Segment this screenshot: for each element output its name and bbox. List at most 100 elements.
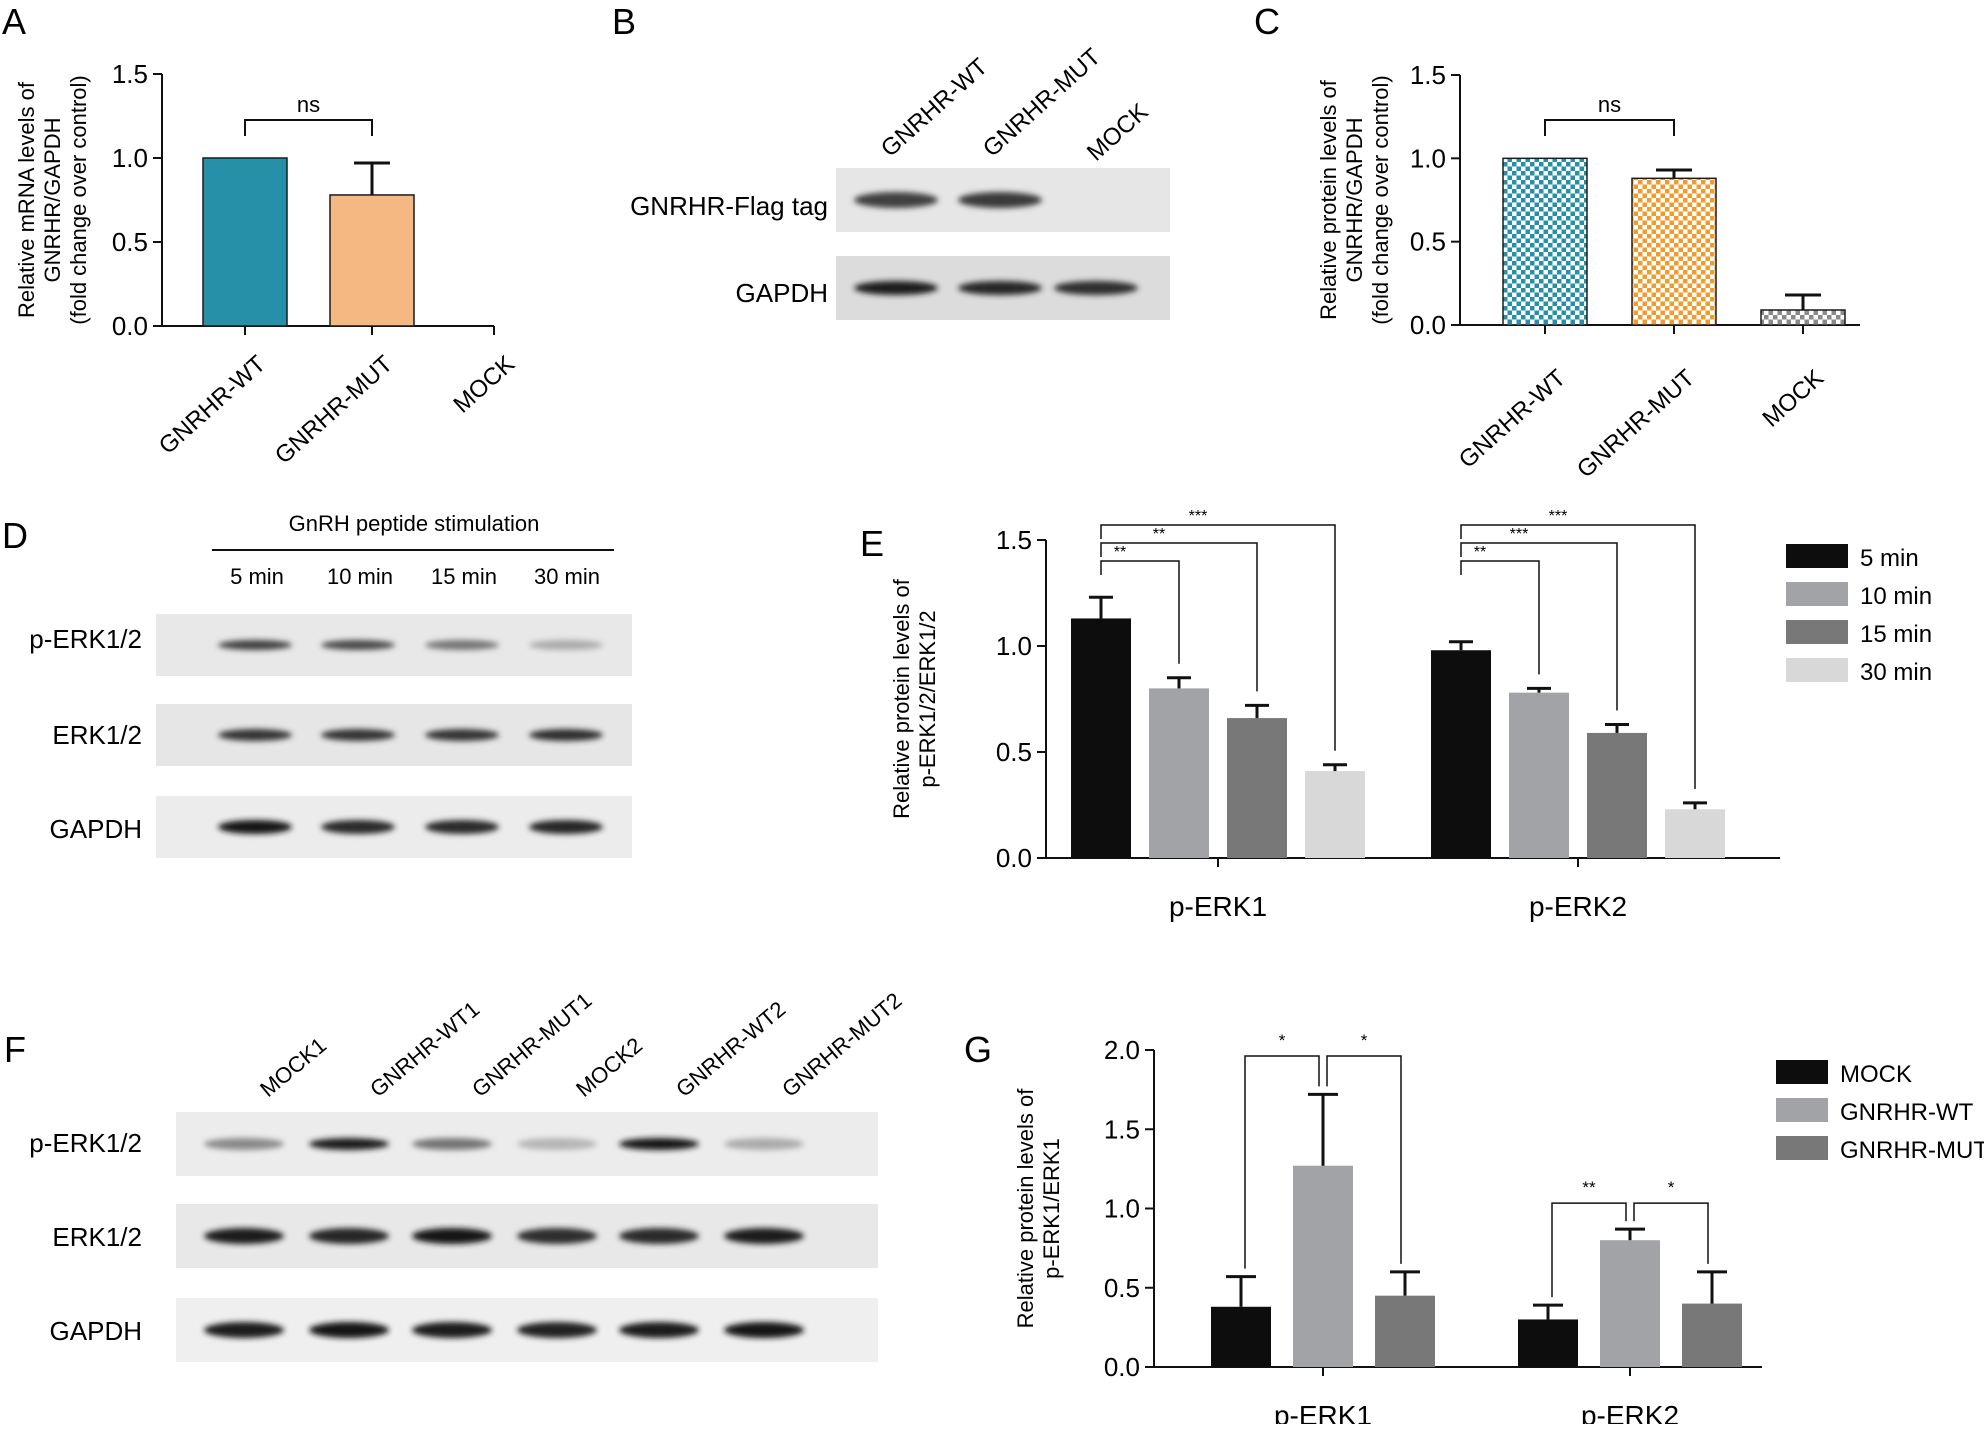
- blot-d-row-label: p-ERK1/2: [29, 624, 142, 654]
- blot-b-row-label: GAPDH: [736, 278, 828, 308]
- legend-label: 15 min: [1860, 621, 1932, 648]
- significance-bracket: [1100, 542, 1258, 692]
- blot-d-band: [529, 640, 603, 650]
- y-tick-label: 1.5: [1104, 1114, 1140, 1144]
- y-tick-label: 1.5: [1410, 60, 1446, 90]
- blot-f-band: [724, 1138, 804, 1150]
- blot-f: MOCK1 GNRHR-WT1 GNRHR-MUT1 MOCK2 GNRHR-W…: [29, 988, 907, 1362]
- legend-label: 5 min: [1860, 545, 1919, 572]
- y-tick-label: 2.0: [1104, 1035, 1140, 1065]
- legend-swatch: [1776, 1098, 1828, 1122]
- blot-d-lane-label: 15 min: [431, 564, 497, 589]
- blot-d-header: GnRH peptide stimulation: [289, 511, 540, 536]
- bar: [1305, 771, 1365, 858]
- x-tick-label: MOCK: [1757, 364, 1829, 432]
- y-axis-label: p-ERK1/ERK1: [1039, 1138, 1064, 1279]
- blot-b-lane-label: MOCK: [1082, 98, 1154, 166]
- bar: [1587, 732, 1647, 858]
- blot-f-band: [517, 1138, 597, 1150]
- significance-label: **: [1582, 1178, 1596, 1197]
- bar: [1227, 718, 1287, 858]
- bar: [1149, 688, 1209, 858]
- blot-b-band: [958, 192, 1042, 208]
- y-tick-label: 0.5: [1104, 1273, 1140, 1303]
- significance-bracket: [1544, 119, 1675, 136]
- y-axis-label: p-ERK1/2/ERK1/2: [915, 610, 940, 787]
- y-axis-label: (fold change over control): [66, 75, 91, 324]
- legend-label: 30 min: [1860, 659, 1932, 686]
- bar: [1211, 1306, 1271, 1367]
- y-tick-label: 1.5: [112, 59, 148, 89]
- blot-d-band: [321, 729, 395, 741]
- significance-bracket: [1100, 560, 1180, 664]
- bar: [1375, 1295, 1435, 1367]
- blot-b-lane-label: GNRHR-WT: [876, 53, 993, 162]
- blot-f-lane-label: MOCK2: [571, 1032, 647, 1101]
- y-axis-label: GNRHR/GAPDH: [1342, 117, 1367, 282]
- legend-swatch: [1776, 1136, 1828, 1160]
- significance-label: ns: [297, 92, 320, 117]
- y-tick-label: 0.0: [1104, 1352, 1140, 1382]
- panel-label-a: A: [2, 1, 26, 42]
- blot-d-band: [425, 729, 499, 741]
- significance-label: ***: [1549, 508, 1568, 525]
- panel-label-c: C: [1254, 1, 1280, 42]
- blot-f-row-label: ERK1/2: [52, 1222, 142, 1252]
- blot-f-band: [309, 1322, 389, 1338]
- significance-label: **: [1474, 544, 1486, 561]
- blot-d-band: [425, 820, 499, 834]
- blot-d-row-label: ERK1/2: [52, 720, 142, 750]
- bar: [1682, 1303, 1742, 1367]
- bar: [1665, 809, 1725, 858]
- blot-f-row-label: GAPDH: [50, 1316, 142, 1346]
- panel-label-b: B: [612, 1, 636, 42]
- significance-bracket: [1244, 1055, 1320, 1269]
- blot-b-band: [854, 281, 938, 295]
- x-tick-label: p-ERK1: [1274, 1400, 1372, 1424]
- y-tick-label: 1.5: [996, 525, 1032, 555]
- bar: [1502, 157, 1588, 326]
- blot-d-band: [321, 640, 395, 650]
- y-tick-label: 1.0: [1410, 143, 1446, 173]
- blot-f-band: [619, 1228, 699, 1244]
- legend-label: MOCK: [1840, 1061, 1912, 1088]
- significance-bracket: [1551, 1202, 1627, 1298]
- bar: [1293, 1165, 1353, 1367]
- blot-f-band: [412, 1322, 492, 1338]
- bar: [1518, 1319, 1578, 1367]
- panel-label-g: G: [964, 1029, 992, 1070]
- blot-f-band: [619, 1138, 699, 1150]
- legend-label: 10 min: [1860, 583, 1932, 610]
- panel-label-f: F: [4, 1029, 26, 1070]
- y-tick-label: 0.5: [996, 737, 1032, 767]
- blot-d-band: [529, 820, 603, 834]
- blot-f-lane-label: GNRHR-MUT2: [777, 988, 906, 1102]
- legend-swatch: [1786, 582, 1848, 606]
- bar: [202, 157, 288, 327]
- bar: [329, 194, 415, 327]
- significance-bracket: [1326, 1055, 1402, 1264]
- y-tick-label: 0.0: [112, 311, 148, 341]
- blot-f-row-label: p-ERK1/2: [29, 1128, 142, 1158]
- x-tick-label: GNRHR-MUT: [1572, 364, 1700, 483]
- x-tick-label: GNRHR-WT: [1454, 364, 1571, 473]
- significance-bracket: [1460, 560, 1540, 675]
- y-axis-label: Relative protein levels of: [889, 578, 914, 819]
- blot-b-band: [958, 281, 1042, 295]
- chart-g: 0.0 0.5 1.0 1.5 2.0 Relative protein levels o…: [1013, 1031, 1984, 1429]
- x-tick-label: GNRHR-WT: [154, 350, 271, 459]
- significance-bracket: [1460, 524, 1696, 789]
- bar: [1600, 1240, 1660, 1367]
- y-tick-label: 0.0: [1410, 310, 1446, 340]
- significance-label: ***: [1510, 526, 1529, 543]
- bar: [1071, 618, 1131, 858]
- blot-f-band: [412, 1228, 492, 1244]
- y-tick-label: 1.0: [996, 631, 1032, 661]
- y-tick-label: 0.5: [1410, 227, 1446, 257]
- x-tick-label: MOCK: [448, 350, 520, 418]
- significance-bracket: [1460, 542, 1618, 711]
- bar: [1760, 309, 1846, 326]
